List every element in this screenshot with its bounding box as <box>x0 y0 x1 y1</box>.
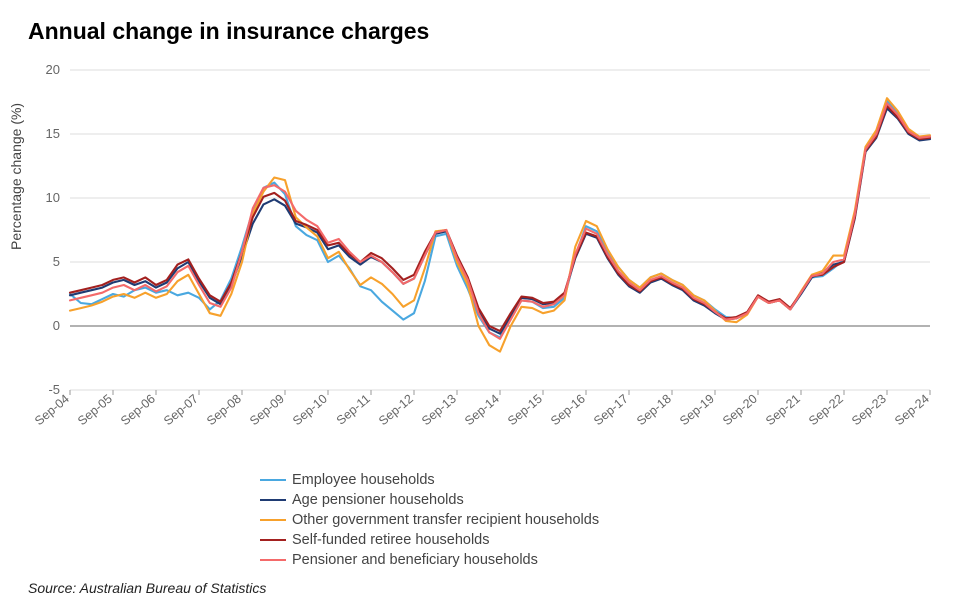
series-line <box>70 101 930 338</box>
legend-swatch <box>260 519 286 521</box>
x-tick-label: Sep-10 <box>290 392 330 429</box>
x-tick-label: Sep-11 <box>334 392 373 428</box>
y-tick-label: 15 <box>46 126 60 141</box>
x-tick-label: Sep-13 <box>419 392 459 429</box>
legend-label: Employee households <box>292 472 435 488</box>
legend-swatch <box>260 539 286 541</box>
legend-swatch <box>260 559 286 561</box>
x-tick-label: Sep-16 <box>548 392 588 429</box>
x-tick-label: Sep-20 <box>720 392 760 429</box>
legend-item: Pensioner and beneficiary households <box>260 550 599 570</box>
x-tick-label: Sep-15 <box>505 392 545 429</box>
y-tick-label: 10 <box>46 190 60 205</box>
legend-item: Self-funded retiree households <box>260 530 599 550</box>
series-line <box>70 108 930 333</box>
x-tick-label: Sep-22 <box>806 392 846 429</box>
y-ticks: -505101520 <box>46 62 60 397</box>
x-ticks: Sep-04Sep-05Sep-06Sep-07Sep-08Sep-09Sep-… <box>32 390 932 428</box>
source-text: Source: Australian Bureau of Statistics <box>28 580 266 596</box>
gridlines <box>70 70 930 390</box>
x-tick-label: Sep-08 <box>204 392 244 429</box>
x-tick-label: Sep-23 <box>849 392 889 429</box>
x-tick-label: Sep-21 <box>763 392 803 429</box>
legend-item: Other government transfer recipient hous… <box>260 510 599 530</box>
legend-swatch <box>260 479 286 481</box>
legend-label: Self-funded retiree households <box>292 532 490 548</box>
x-tick-label: Sep-05 <box>75 392 115 429</box>
chart-container: Annual change in insurance charges Perce… <box>0 0 961 608</box>
x-tick-label: Sep-18 <box>634 392 674 429</box>
x-tick-label: Sep-19 <box>677 392 717 429</box>
x-tick-label: Sep-12 <box>376 392 416 429</box>
y-tick-label: 0 <box>53 318 60 333</box>
legend: Employee households Age pensioner househo… <box>260 470 599 570</box>
series-line <box>70 103 930 338</box>
legend-label: Pensioner and beneficiary households <box>292 552 538 568</box>
x-tick-label: Sep-24 <box>892 392 932 429</box>
legend-label: Other government transfer recipient hous… <box>292 512 599 528</box>
series-line <box>70 98 930 351</box>
legend-label: Age pensioner households <box>292 492 464 508</box>
legend-item: Employee households <box>260 470 599 490</box>
x-tick-label: Sep-14 <box>462 392 502 429</box>
x-tick-label: Sep-17 <box>591 392 631 429</box>
x-tick-label: Sep-04 <box>32 392 72 429</box>
x-tick-label: Sep-09 <box>247 392 287 429</box>
y-tick-label: 20 <box>46 62 60 77</box>
x-tick-label: Sep-07 <box>161 392 201 429</box>
y-tick-label: 5 <box>53 254 60 269</box>
legend-swatch <box>260 499 286 501</box>
legend-item: Age pensioner households <box>260 490 599 510</box>
data-lines <box>70 98 930 351</box>
x-tick-label: Sep-06 <box>118 392 158 429</box>
